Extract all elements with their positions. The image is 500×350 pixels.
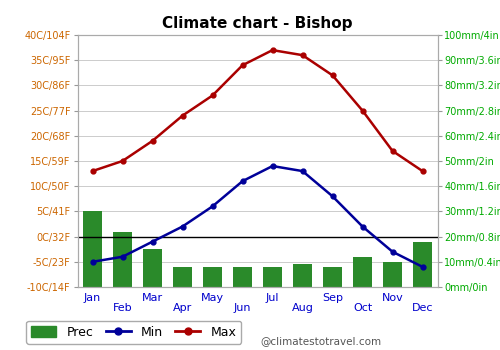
Text: Nov: Nov (382, 293, 404, 303)
Text: Jul: Jul (266, 293, 279, 303)
Legend: Prec, Min, Max: Prec, Min, Max (26, 321, 241, 344)
Bar (83, 211, 102, 287)
Bar (203, 267, 222, 287)
Text: Aug: Aug (292, 303, 314, 313)
Bar (323, 267, 342, 287)
Text: Mar: Mar (142, 293, 163, 303)
Bar (293, 264, 312, 287)
Bar (383, 262, 402, 287)
Title: Climate chart - Bishop: Climate chart - Bishop (162, 16, 353, 31)
Bar (413, 241, 432, 287)
Text: May: May (201, 293, 224, 303)
Bar (233, 267, 252, 287)
Text: @climatestotravel.com: @climatestotravel.com (260, 336, 381, 346)
Text: Oct: Oct (353, 303, 372, 313)
Text: Apr: Apr (173, 303, 192, 313)
Bar (143, 249, 162, 287)
Text: Dec: Dec (412, 303, 433, 313)
Text: Jun: Jun (234, 303, 252, 313)
Bar (113, 232, 132, 287)
Text: Feb: Feb (112, 303, 132, 313)
Bar (263, 267, 282, 287)
Bar (353, 257, 372, 287)
Bar (173, 267, 192, 287)
Text: Sep: Sep (322, 293, 343, 303)
Text: Jan: Jan (84, 293, 101, 303)
